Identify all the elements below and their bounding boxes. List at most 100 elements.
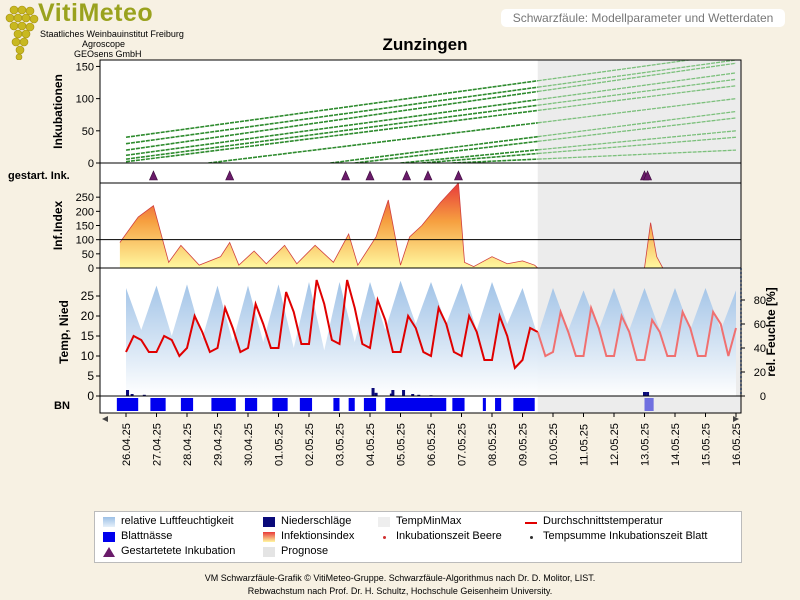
precipitation-bar bbox=[402, 390, 406, 396]
legend-label: Prognose bbox=[281, 545, 329, 557]
incubation-marker bbox=[225, 170, 235, 181]
incubation-marker bbox=[341, 170, 351, 181]
humidity-area bbox=[126, 280, 736, 396]
legend-label: Gestartetete Inkubation bbox=[121, 545, 236, 557]
x-tick-label: 02.05.25 bbox=[304, 423, 316, 466]
legend-swatch bbox=[530, 536, 533, 539]
x-tick-label: 01.05.25 bbox=[274, 423, 286, 466]
scroll-left-icon bbox=[102, 416, 108, 422]
incubation-line bbox=[125, 79, 538, 139]
legend-swatch bbox=[103, 532, 115, 542]
incubation-line bbox=[421, 152, 538, 163]
x-tick-label: 08.05.25 bbox=[487, 423, 499, 466]
legend-swatch bbox=[103, 517, 115, 527]
ylabel-weather: Temp, Nied bbox=[57, 300, 71, 364]
legend-label: Inkubationszeit Beere bbox=[396, 530, 502, 542]
precipitation-bar bbox=[389, 393, 393, 396]
x-tick-label: 13.05.25 bbox=[640, 423, 652, 466]
x-tick-label: 10.05.25 bbox=[548, 423, 560, 466]
incubation-line bbox=[125, 109, 538, 163]
incubation-line-forecast bbox=[537, 117, 737, 143]
legend-label: relative Luftfeuchtigkeit bbox=[121, 515, 234, 527]
precipitation-bar bbox=[417, 394, 421, 396]
chart-title: Zunzingen bbox=[382, 35, 468, 54]
leaf-wetness-bar bbox=[495, 398, 502, 411]
x-tick-label: 03.05.25 bbox=[335, 423, 347, 466]
legend: relative Luftfeuchtigkeit Niederschläge Te… bbox=[94, 511, 742, 563]
x-tick-label: 06.05.25 bbox=[426, 423, 438, 466]
x-tick-label: 14.05.25 bbox=[670, 423, 682, 466]
footer-line-2: Rebwachstum nach Prof. Dr. H. Schultz, H… bbox=[247, 586, 553, 596]
precipitation-bar bbox=[371, 388, 375, 396]
y-tick-label: 0 bbox=[88, 263, 94, 275]
org-line-3: GEOsens GmbH bbox=[74, 49, 142, 59]
ylabel-humidity: rel. Feuchte [%] bbox=[764, 287, 778, 376]
incubation-line bbox=[125, 98, 538, 157]
leaf-wetness-bar bbox=[116, 398, 139, 411]
legend-label: Tempsumme Inkubationszeit Blatt bbox=[543, 530, 708, 542]
precipitation-bar bbox=[126, 390, 130, 396]
leaf-wetness-bar bbox=[244, 398, 258, 411]
incubation-marker bbox=[453, 170, 463, 181]
incubation-line bbox=[354, 140, 538, 163]
legend-swatch bbox=[103, 547, 115, 557]
x-tick-label: 29.04.25 bbox=[213, 423, 225, 466]
incubation-line-forecast bbox=[537, 97, 737, 124]
legend-swatch bbox=[263, 547, 275, 557]
x-tick-label: 09.05.25 bbox=[518, 423, 530, 466]
leaf-wetness-bar bbox=[180, 398, 194, 411]
leaf-wetness-bar bbox=[385, 398, 447, 411]
incubation-line bbox=[208, 122, 538, 163]
temperature-line bbox=[125, 279, 539, 371]
ylabel-started-incubations: gestart. Ink. bbox=[8, 170, 70, 182]
y2-tick-label: 40 bbox=[754, 343, 766, 355]
leaf-wetness-bar bbox=[363, 398, 377, 411]
footer-line-1: VM Schwarzfäule-Grafik © VitiMeteo-Grupp… bbox=[204, 573, 596, 583]
legend-label: TempMinMax bbox=[396, 515, 462, 527]
legend-swatch bbox=[263, 532, 275, 542]
incubation-line bbox=[125, 90, 538, 151]
incubation-line bbox=[125, 104, 538, 160]
y-tick-label: 25 bbox=[81, 289, 95, 303]
y-tick-label: 0 bbox=[87, 389, 94, 403]
precipitation-bar bbox=[374, 392, 378, 396]
incubation-marker bbox=[365, 170, 375, 181]
brand-name: VitiMeteo bbox=[38, 0, 154, 27]
y-tick-label: 15 bbox=[81, 329, 95, 343]
incubation-line bbox=[125, 86, 538, 145]
leaf-wetness-bar bbox=[272, 398, 288, 411]
incubation-line-forecast bbox=[537, 85, 737, 112]
x-tick-label: 07.05.25 bbox=[457, 423, 469, 466]
x-tick-label: 04.05.25 bbox=[365, 423, 377, 466]
incubation-line-forecast bbox=[537, 136, 737, 155]
legend-swatch bbox=[378, 517, 390, 527]
y2-tick-label: 80 bbox=[754, 295, 766, 307]
x-tick-label: 05.05.25 bbox=[396, 423, 408, 466]
legend-label: Infektionsindex bbox=[281, 530, 355, 542]
org-line-2: Agroscope bbox=[82, 39, 126, 49]
incubation-line-forecast bbox=[537, 130, 737, 151]
footer: VM Schwarzfäule-Grafik © VitiMeteo-Grupp… bbox=[0, 572, 800, 598]
leaf-wetness-bar bbox=[299, 398, 313, 411]
model-title-box: Schwarzfäule: Modellparameter und Wetter… bbox=[501, 9, 785, 27]
y-tick-label: 20 bbox=[81, 309, 95, 323]
leaf-wetness-bar bbox=[348, 398, 355, 411]
legend-label: Durchschnittstemperatur bbox=[543, 515, 663, 527]
x-tick-label: 30.04.25 bbox=[243, 423, 255, 466]
scroll-right-icon bbox=[733, 416, 739, 422]
precipitation-bar bbox=[411, 394, 415, 396]
plot-frame bbox=[99, 59, 742, 414]
precipitation-bar bbox=[142, 394, 146, 396]
x-tick-label: 16.05.25 bbox=[731, 423, 743, 466]
x-tick-label: 27.04.25 bbox=[152, 423, 164, 466]
y-tick-label: 150 bbox=[76, 221, 94, 233]
precipitation-bar bbox=[643, 392, 646, 396]
y-tick-label: 0 bbox=[88, 158, 94, 170]
leaf-wetness-bar bbox=[452, 398, 465, 411]
incubation-marker bbox=[148, 170, 158, 181]
y2-tick-label: 0 bbox=[760, 391, 766, 403]
logo: VitiMeteo Staatliches Weinbauinstitut Fr… bbox=[4, 0, 194, 60]
incubation-line-forecast bbox=[537, 149, 737, 160]
temperature-line-forecast bbox=[536, 304, 737, 361]
y-tick-label: 5 bbox=[87, 369, 94, 383]
